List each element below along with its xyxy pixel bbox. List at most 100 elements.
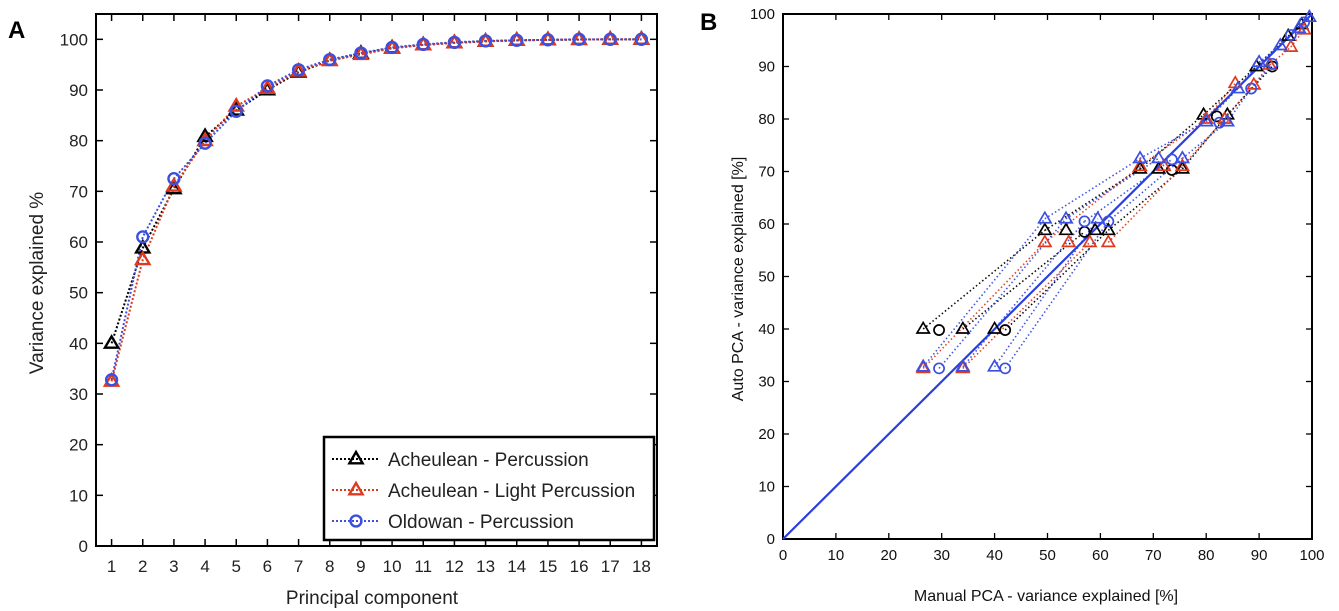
chart-b-link-line: [1044, 157, 1141, 220]
chart-b-point: [1150, 160, 1167, 174]
chart-a-point: [227, 100, 245, 116]
chart-b-identity-line: [782, 13, 1313, 540]
chart-b-point: [1283, 38, 1299, 52]
chart-b-point: [1219, 113, 1236, 127]
chart-b-point: [986, 358, 1003, 372]
chart-a-point: [541, 33, 555, 47]
chart-b-point: [986, 320, 1003, 334]
chart-b-link-line: [1226, 88, 1252, 123]
chart-b-point: [1198, 110, 1214, 124]
chart-b-point: [1301, 8, 1318, 23]
chart-a-ytick-label: 30: [69, 385, 88, 404]
chart-b-point: [1132, 158, 1148, 172]
chart-a-xtick-label: 11: [414, 557, 432, 576]
chart-a-ytick-label: 20: [69, 436, 88, 455]
legend-entry: Oldowan - Percussion: [388, 512, 574, 533]
chart-a-point: [603, 32, 617, 46]
chart-b-point: [1213, 116, 1226, 129]
chart-b-point: [915, 320, 931, 334]
chart-b-point: [999, 324, 1012, 336]
chart-a-ytick-label: 40: [69, 334, 88, 353]
chart-b-link-line: [962, 241, 1091, 369]
chart-b-ytick-label: 80: [758, 111, 775, 128]
chart-b-link-line: [1258, 44, 1281, 63]
chart-b-point: [1298, 16, 1310, 29]
chart-a-point: [167, 172, 181, 186]
chart-b-ytick-label: 70: [758, 164, 775, 181]
chart-a-xtick-label: 10: [383, 557, 402, 576]
chart-b-point: [1284, 29, 1297, 41]
chart-b-point: [1078, 215, 1091, 228]
chart-b-xlabel: Manual PCA - variance explained [%]: [914, 588, 1178, 605]
chart-a-xtick-label: 18: [632, 557, 651, 576]
chart-b-link-line: [1226, 65, 1273, 116]
chart-b-xtick-label: 90: [1251, 547, 1268, 564]
chart-a-point: [416, 37, 430, 52]
chart-b-link-line: [1224, 84, 1255, 120]
chart-b-ytick-label: 100: [750, 6, 775, 23]
chart-a-xtick-label: 5: [232, 557, 241, 576]
chart-a-point: [572, 32, 586, 46]
chart-a-point: [260, 79, 275, 93]
chart-b-ytick-label: 40: [758, 321, 775, 338]
chart-b-ytick-label: 10: [758, 479, 775, 496]
panel-a-label: A: [8, 17, 25, 44]
chart-b-point: [1272, 37, 1288, 51]
chart-b-link-line: [1139, 114, 1205, 170]
chart-b-point: [1296, 21, 1312, 35]
chart-b-xtick-label: 30: [933, 547, 950, 564]
chart-b-ytick-label: 50: [758, 269, 775, 286]
legend-entry: Acheulean - Percussion: [388, 450, 589, 471]
chart-a-ytick-label: 70: [69, 182, 88, 201]
chart-a-xtick-label: 4: [200, 557, 209, 576]
chart-b-point: [1037, 210, 1053, 224]
chart-a-xtick-label: 2: [138, 557, 147, 576]
chart-b-point: [1174, 150, 1191, 164]
chart-b-xtick-label: 100: [1299, 547, 1324, 564]
chart-a-point: [229, 104, 243, 118]
legend-entry: Acheulean - Light Percussion: [388, 481, 635, 502]
chart-a-point: [258, 79, 277, 95]
chart-a-xtick-label: 3: [169, 557, 178, 576]
chart-a-ytick-label: 10: [69, 486, 88, 505]
chart-b-point: [1037, 234, 1053, 248]
chart-b-point: [955, 358, 971, 372]
chart-b-point: [1156, 158, 1172, 172]
chart-b-point: [1174, 160, 1191, 174]
chart-b-xtick-label: 50: [1039, 547, 1056, 564]
chart-b-point: [1266, 57, 1279, 70]
chart-b-link-line: [1107, 165, 1183, 243]
chart-b-point: [915, 358, 931, 372]
chart-b-point: [1174, 158, 1191, 172]
chart-a-point: [198, 136, 212, 150]
chart-b-xtick-label: 0: [779, 547, 787, 564]
chart-a-xtick-label: 1: [107, 557, 116, 576]
chart-a-point: [136, 230, 150, 244]
chart-b-xtick-label: 70: [1145, 547, 1162, 564]
legend-swatch-marker: [347, 449, 365, 465]
chart-a-point: [510, 33, 524, 48]
chart-b-xtick-label: 60: [1092, 547, 1109, 564]
chart-a: Principal component Variance explained %…: [27, 13, 658, 609]
legend-swatch-marker: [347, 480, 365, 496]
chart-b-ytick-label: 30: [758, 374, 775, 391]
chart-b-point: [955, 320, 971, 334]
chart-a-xtick-label: 16: [570, 557, 589, 576]
chart-a-xlabel: Principal component: [286, 588, 459, 609]
chart-a-ytick-label: 80: [69, 132, 88, 151]
chart-b-xtick-label: 40: [986, 547, 1003, 564]
chart-b-point: [1058, 222, 1074, 236]
chart-a-xtick-label: 12: [445, 557, 464, 576]
chart-b-link-line: [1044, 168, 1141, 231]
chart-a-ytick-label: 60: [69, 233, 88, 252]
chart-b-point: [1150, 150, 1167, 164]
chart-a-point: [385, 40, 399, 55]
chart-b-point: [1087, 222, 1103, 236]
chart-b-link-line: [922, 241, 1046, 369]
chart-b-point: [933, 362, 945, 375]
chart-a-ytick-label: 100: [60, 30, 88, 49]
chart-a-xtick-label: 7: [294, 557, 303, 576]
chart-b-link-line: [938, 218, 1067, 369]
chart-b-point: [1198, 113, 1214, 127]
